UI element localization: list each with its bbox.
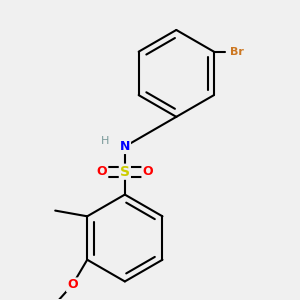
Text: O: O [67, 278, 78, 291]
Text: O: O [97, 165, 107, 178]
Text: S: S [120, 165, 130, 179]
Text: Br: Br [230, 47, 244, 57]
Text: N: N [120, 140, 130, 153]
Text: H: H [101, 136, 110, 146]
Text: O: O [142, 165, 153, 178]
